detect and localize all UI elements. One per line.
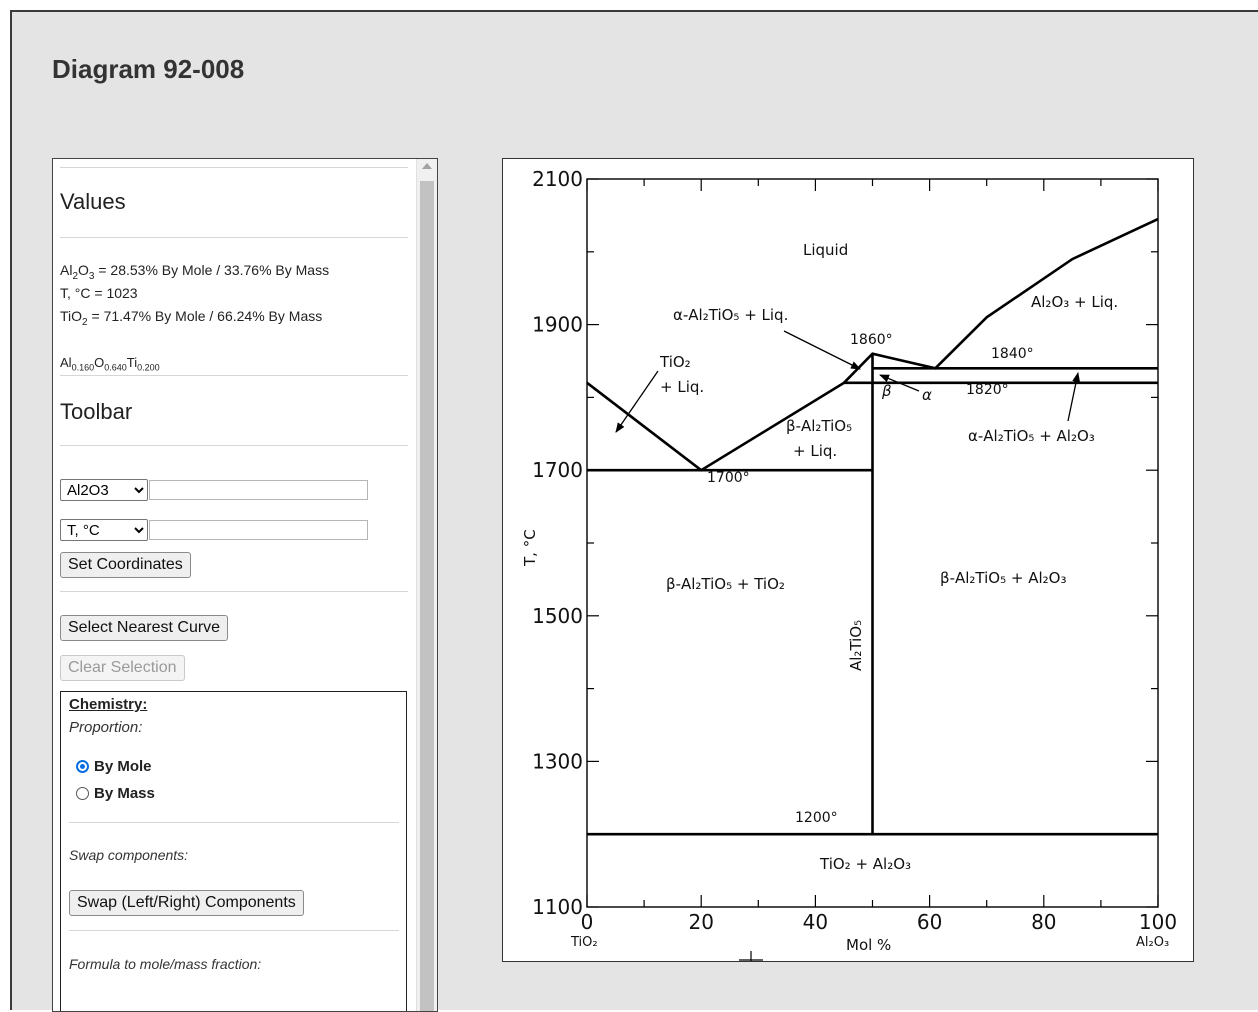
scroll-up-icon[interactable]: [422, 163, 432, 169]
arrow-alpha-liq: [783, 330, 861, 370]
chemistry-box: Chemistry: Proportion: By Mole By Mass S…: [60, 691, 407, 1011]
swap-components-button[interactable]: Swap (Left/Right) Components: [69, 890, 304, 916]
label-tio2-liq: + Liq.: [660, 378, 704, 396]
chemistry-title: Chemistry:: [69, 696, 148, 713]
page-background: Diagram 92-008 Values Al2O3 = 28.53% By …: [10, 10, 1258, 1012]
component-select[interactable]: Al2O3: [60, 479, 148, 501]
label-alpha-al2o3: α-Al₂TiO₅ + Al₂O₃: [968, 427, 1095, 445]
by-mole-radio[interactable]: [76, 760, 89, 773]
select-nearest-curve-button[interactable]: Select Nearest Curve: [60, 615, 229, 641]
label-beta: β: [881, 382, 892, 400]
toolbar-heading: Toolbar: [60, 399, 133, 424]
y-tick-label: 1700: [532, 458, 583, 482]
set-coordinates-button[interactable]: Set Coordinates: [60, 552, 191, 578]
label-1840: 1840°: [991, 346, 1034, 362]
temperature-value-input[interactable]: [149, 520, 368, 540]
panel-scrollbar[interactable]: [416, 159, 437, 1011]
divider: [60, 375, 408, 376]
right-component-label: Al₂O₃: [1136, 935, 1169, 950]
component-value-input[interactable]: [149, 480, 368, 500]
clear-selection-button[interactable]: Clear Selection: [60, 655, 185, 681]
label-liquid: Liquid: [803, 241, 848, 259]
arrow-tio2-liq: [615, 370, 659, 433]
label-tio2: TiO₂: [659, 353, 691, 371]
phase-diagram-svg: Liquid α-Al₂TiO₅ + Liq. 1860° Al₂O₃ + Li…: [521, 167, 1177, 961]
arrow-alpha-al2o3: [1067, 372, 1081, 422]
by-mole-label: By Mole: [94, 758, 152, 775]
tio2-value-line: TiO2 = 71.47% By Mole / 66.24% By Mass: [60, 308, 323, 328]
values-heading: Values: [60, 189, 126, 214]
arrow-alpha-beta: [879, 374, 920, 392]
side-panel[interactable]: Values Al2O3 = 28.53% By Mole / 33.76% B…: [52, 158, 438, 1012]
y-tick-label: 1900: [532, 313, 583, 337]
x-tick-label: 20: [688, 910, 713, 934]
formula-label: Formula to mole/mass fraction:: [69, 956, 262, 972]
page-title: Diagram 92-008: [52, 54, 245, 84]
label-al2o3-liq: Al₂O₃ + Liq.: [1031, 293, 1118, 311]
phase-boundaries: [586, 217, 1159, 836]
swap-label: Swap components:: [69, 847, 189, 863]
label-beta-liq: + Liq.: [793, 442, 837, 460]
left-component-label: TiO₂: [570, 935, 598, 950]
divider: [60, 167, 408, 168]
label-beta-al2o3: β-Al₂TiO₅ + Al₂O₃: [940, 569, 1066, 587]
x-axis-label: Mol %: [846, 936, 891, 954]
x-tick-label: 100: [1139, 910, 1177, 934]
label-1820: 1820°: [966, 382, 1009, 398]
x-tick-label: 40: [803, 910, 828, 934]
x-tick-label: 80: [1031, 910, 1056, 934]
divider: [69, 822, 399, 823]
label-beta-tio2: β-Al₂TiO₅ + TiO₂: [666, 575, 785, 593]
label-1860: 1860°: [850, 332, 893, 348]
y-axis-label: T, °C: [521, 529, 539, 567]
label-alpha-liq: α-Al₂TiO₅ + Liq.: [673, 306, 788, 324]
x-tick-label: 60: [917, 910, 942, 934]
by-mass-label: By Mass: [94, 785, 155, 802]
y-tick-label: 1500: [532, 604, 583, 628]
label-alpha: α: [922, 386, 932, 404]
divider: [60, 237, 408, 238]
by-mole-option[interactable]: By Mole: [76, 758, 152, 775]
phase-boundary-line: [586, 217, 1159, 472]
divider: [60, 445, 408, 446]
x-tick-label: 0: [581, 910, 594, 934]
label-beta-al2tio5: β-Al₂TiO₅: [786, 417, 852, 435]
temperature-value-line: T, °C = 1023: [60, 285, 138, 301]
divider: [60, 591, 408, 592]
label-tio2-al2o3: TiO₂ + Al₂O₃: [819, 855, 911, 873]
y-tick-label: 1300: [532, 749, 583, 773]
label-1700: 1700°: [707, 470, 750, 486]
al2o3-value-line: Al2O3 = 28.53% By Mole / 33.76% By Mass: [60, 262, 330, 282]
proportion-label: Proportion:: [69, 719, 143, 736]
phase-diagram[interactable]: Liquid α-Al₂TiO₅ + Liq. 1860° Al₂O₃ + Li…: [502, 158, 1194, 962]
by-mass-option[interactable]: By Mass: [76, 785, 155, 802]
by-mass-radio[interactable]: [76, 787, 89, 800]
temperature-select[interactable]: T, °C: [60, 519, 148, 541]
y-tick-label: 1100: [532, 895, 583, 919]
scroll-thumb[interactable]: [420, 181, 434, 1011]
formula-display: Al0.160O0.640Ti0.200: [60, 355, 160, 373]
divider: [69, 930, 399, 931]
label-al2tio5-vertical: Al₂TiO₅: [847, 620, 865, 671]
label-1200: 1200°: [795, 810, 838, 826]
y-tick-label: 2100: [532, 167, 583, 191]
